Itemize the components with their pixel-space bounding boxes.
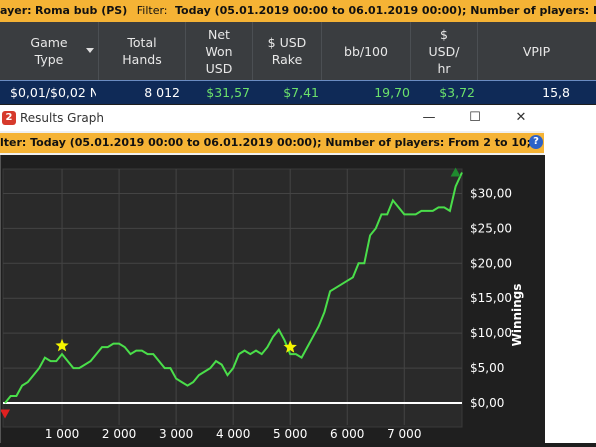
- close-button[interactable]: ✕: [515, 110, 527, 125]
- app-logo-icon: 2: [2, 111, 16, 125]
- right-panel: [544, 131, 596, 443]
- y-axis-label: Winnings: [510, 284, 524, 347]
- cell-rake: $7,41: [283, 85, 319, 100]
- results-graph-window: 2 Results Graph — ☐ ✕ lter: Today (05.01…: [0, 105, 596, 443]
- y-tick-label: $5,00: [470, 361, 504, 375]
- window-title: Results Graph: [20, 111, 104, 125]
- column-header-net-won[interactable]: Net Won USD: [186, 22, 253, 80]
- cell-usd-hr: $3,72: [439, 85, 475, 100]
- series-line-winnings: [4, 172, 463, 404]
- y-tick-label: $30,00: [470, 186, 512, 200]
- column-header-label: Game Type: [30, 35, 68, 67]
- cell-game-type: $0,01/$0,02 NL: [10, 85, 96, 100]
- column-header-vpip[interactable]: VPIP: [478, 22, 595, 80]
- start-marker-icon: [0, 409, 10, 419]
- graph-filter-bar: lter: Today (05.01.2019 00:00 to 06.01.2…: [0, 133, 596, 153]
- column-header-bb100[interactable]: bb/100: [322, 22, 411, 80]
- star-marker-icon: [55, 338, 69, 352]
- stats-table-header: Game Type Total Hands Net Won USD $ USD …: [0, 22, 596, 80]
- column-header-rake[interactable]: $ USD Rake: [253, 22, 322, 80]
- y-axis-ticks: $0,00 $5,00 $10,00 $15,00 $20,00 $25,00 $30,00: [470, 186, 512, 410]
- column-header-label: bb/100: [344, 43, 388, 59]
- column-header-label: $ USD/ hr: [428, 26, 460, 76]
- column-header-game-type[interactable]: Game Type: [0, 22, 99, 80]
- results-chart: $0,00 $5,00 $10,00 $15,00 $20,00 $25,00 $30,00…: [0, 155, 545, 443]
- x-tick-label: 3 000: [159, 427, 193, 441]
- cell-bb100: 19,70: [374, 85, 410, 100]
- y-tick-label: $0,00: [470, 396, 504, 410]
- y-tick-label: $15,00: [470, 291, 512, 305]
- help-icon[interactable]: ?: [529, 135, 543, 149]
- cell-net-won: $31,57: [206, 85, 250, 100]
- column-header-label: Net Won USD: [205, 26, 233, 76]
- column-header-total-hands[interactable]: Total Hands: [99, 22, 186, 80]
- column-header-label: $ USD Rake: [267, 35, 307, 67]
- y-tick-label: $20,00: [470, 256, 512, 270]
- column-header-label: VPIP: [522, 43, 551, 59]
- x-tick-label: 5 000: [273, 427, 307, 441]
- column-header-usd-hr[interactable]: $ USD/ hr: [411, 22, 478, 80]
- x-tick-label: 2 000: [102, 427, 136, 441]
- x-tick-label: 7 000: [387, 427, 421, 441]
- table-row[interactable]: $0,01/$0,02 NL 8 012 $31,57 $7,41 19,70 …: [0, 80, 596, 104]
- filter-label: Filter:: [136, 4, 168, 17]
- x-tick-label: 1 000: [45, 427, 79, 441]
- x-tick-label: 4 000: [216, 427, 250, 441]
- sort-arrow-icon[interactable]: [86, 48, 94, 53]
- minimize-button[interactable]: —: [422, 110, 436, 125]
- markers: [0, 167, 461, 419]
- maximize-button[interactable]: ☐: [469, 110, 481, 125]
- chart-svg: $0,00 $5,00 $10,00 $15,00 $20,00 $25,00 $30,00…: [0, 167, 524, 441]
- filter-value: Today (05.01.2019 00:00 to 06.01.2019 00…: [175, 4, 596, 17]
- x-tick-label: 6 000: [330, 427, 364, 441]
- cell-vpip: 15,8: [542, 85, 570, 100]
- y-tick-label: $25,00: [470, 221, 512, 235]
- column-header-label: Total Hands: [122, 35, 162, 67]
- player-label: ayer:: [0, 4, 32, 17]
- x-axis-ticks: 1 000 2 000 3 000 4 000 5 000 6 000 7 000: [45, 427, 422, 441]
- player-value: Roma bub (PS): [35, 4, 128, 17]
- cell-total-hands: 8 012: [144, 85, 180, 100]
- top-filter-bar: ayer: Roma bub (PS) Filter: Today (05.01…: [0, 0, 596, 22]
- end-marker-icon: [450, 167, 461, 177]
- window-titlebar[interactable]: 2 Results Graph — ☐ ✕: [0, 105, 596, 131]
- y-tick-label: $10,00: [470, 326, 512, 340]
- star-marker-icon: [283, 340, 297, 353]
